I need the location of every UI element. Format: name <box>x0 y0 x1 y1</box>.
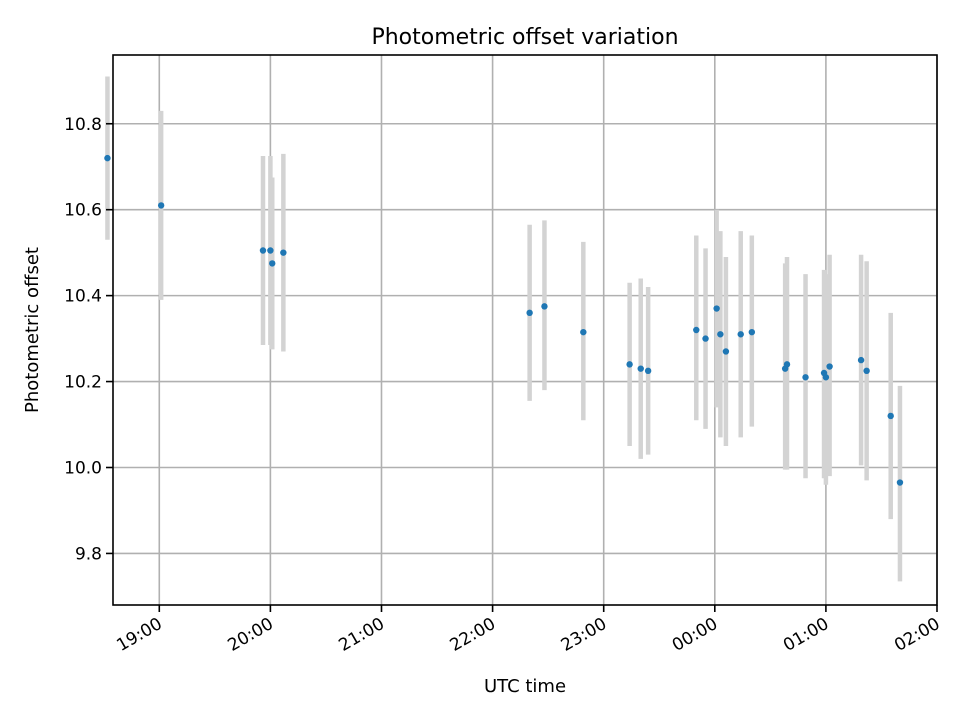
data-point <box>269 260 276 267</box>
y-tick-label: 10.6 <box>64 201 102 221</box>
data-point <box>826 363 833 370</box>
y-tick-label: 10.4 <box>64 287 102 307</box>
data-point <box>693 326 700 334</box>
data-point <box>637 365 644 372</box>
y-tick-label: 10.2 <box>64 373 102 393</box>
x-tick-label: 00:00 <box>669 614 721 656</box>
tick-layer: 19:00 20:00 21:00 22:00 23:00 00:00 01:00 02:00… <box>64 115 943 656</box>
point-layer <box>104 154 904 486</box>
x-tick-label: 19:00 <box>113 614 165 656</box>
data-point <box>280 249 287 256</box>
x-tick-label: 23:00 <box>558 614 610 656</box>
x-tick-label: 01:00 <box>780 614 832 656</box>
y-tick-label: 9.8 <box>75 544 102 564</box>
data-point <box>104 154 111 162</box>
x-tick-label: 21:00 <box>336 614 388 656</box>
data-point <box>722 348 730 355</box>
data-point <box>887 412 894 420</box>
chart-title: Photometric offset variation <box>371 25 678 50</box>
data-point <box>157 202 165 209</box>
y-tick-label: 10.0 <box>64 459 102 479</box>
data-point <box>737 331 744 338</box>
data-point <box>526 309 533 317</box>
data-point <box>541 303 548 310</box>
data-point <box>857 356 865 364</box>
data-point <box>822 374 830 381</box>
data-point <box>748 328 756 336</box>
data-point <box>580 328 587 336</box>
data-point <box>717 331 724 338</box>
data-point <box>267 247 274 254</box>
grid-layer <box>113 55 938 605</box>
x-tick-label: 02:00 <box>891 614 943 656</box>
data-point <box>783 361 791 368</box>
data-point <box>626 361 633 368</box>
data-point <box>644 367 652 375</box>
data-point <box>702 335 709 342</box>
data-point <box>863 367 870 375</box>
y-axis-label: Photometric offset <box>22 247 43 413</box>
data-point <box>896 479 904 486</box>
data-point <box>802 374 809 381</box>
errorbar-layer <box>105 76 903 582</box>
data-point <box>713 305 720 312</box>
y-tick-label: 10.8 <box>64 115 102 135</box>
data-point <box>259 247 267 254</box>
x-tick-label: 20:00 <box>224 614 276 656</box>
x-axis-label: UTC time <box>484 676 566 697</box>
plot-frame <box>112 54 938 606</box>
x-tick-label: 22:00 <box>447 614 499 656</box>
